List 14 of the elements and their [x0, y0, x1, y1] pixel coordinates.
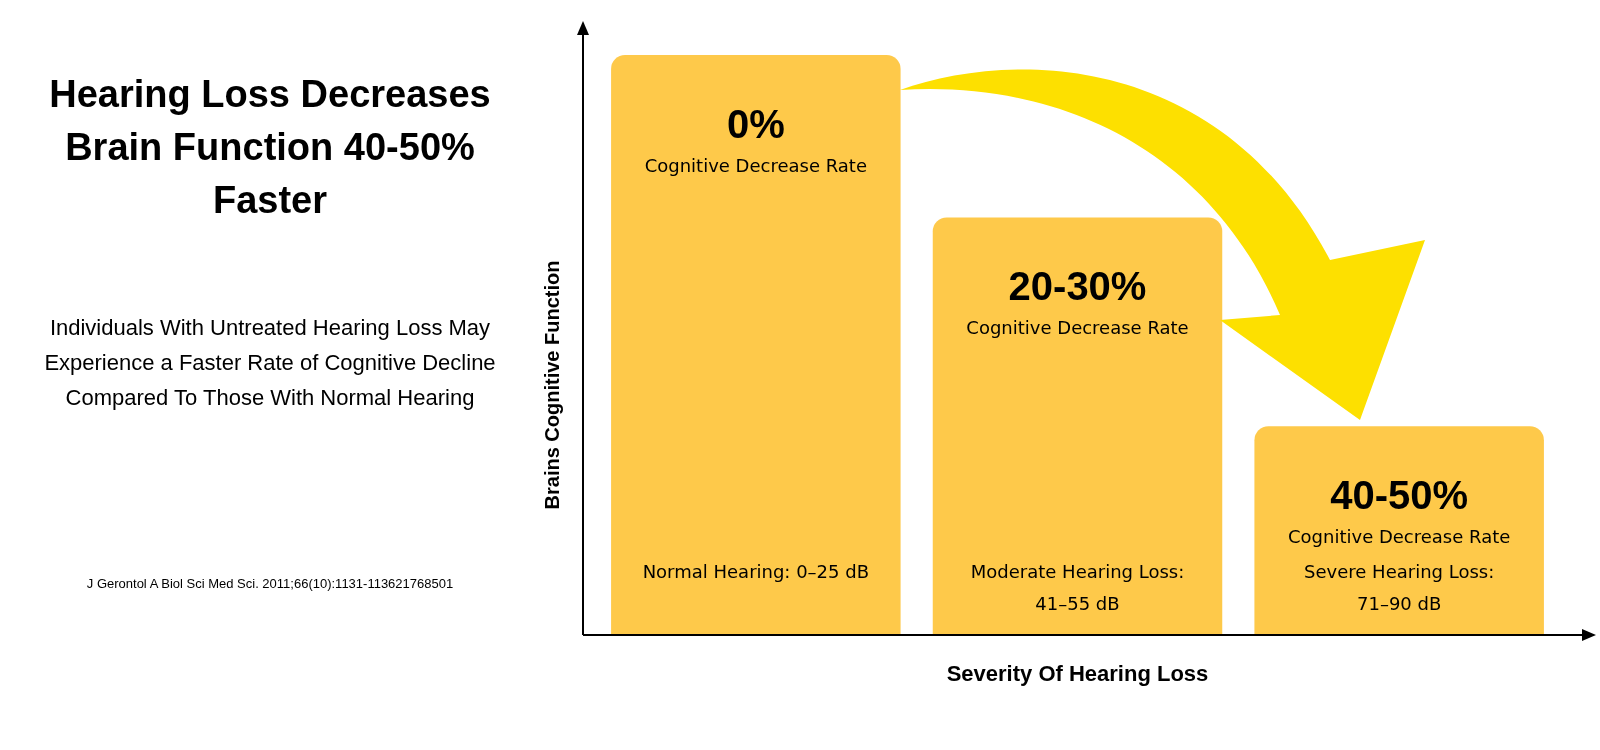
annotation: 20-30%	[1008, 264, 1147, 309]
y-axis-title: Brains Cognitive Function	[540, 260, 563, 510]
annotation: Cognitive Decrease Rate	[1288, 525, 1511, 547]
x-tick-label: Severe Hearing Loss: 71–90 dB	[1304, 560, 1495, 614]
text: J Gerontol A Biol Sci Med Sci. 2011;66(10):1131-113621768501	[85, 576, 455, 591]
x-axis-title: Severity Of Hearing Loss	[946, 661, 1209, 687]
text: Individuals With Untreated Hearing Loss May Experience a Faster Rate of Cognitive Decline Compared To Those With Normal Hearing	[43, 314, 497, 413]
annotation: 0%	[726, 102, 785, 147]
annotation: Cognitive Decrease Rate	[966, 317, 1189, 339]
annotation: 40-50%	[1330, 473, 1469, 518]
x-tick-label: Moderate Hearing Loss: 41–55 dB	[970, 560, 1185, 614]
x-tick-label: Normal Hearing: 0–25 dB	[642, 560, 870, 582]
annotation: Cognitive Decrease Rate	[644, 154, 867, 176]
text: Hearing Loss Decreases Brain Function 40-50% Faster	[48, 72, 492, 224]
